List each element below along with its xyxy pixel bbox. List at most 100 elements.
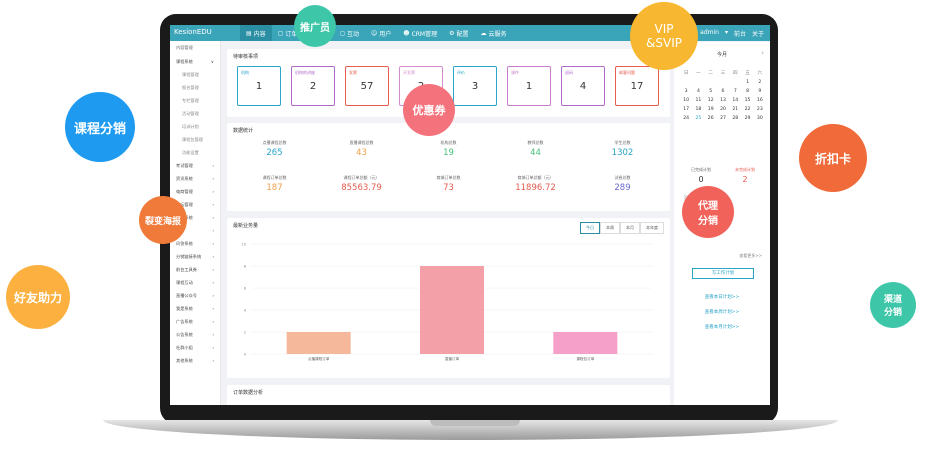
nav-content[interactable]: ▤ 内容 [240,25,272,41]
sidebar-item-forum[interactable]: 论坛管理 › [176,201,214,207]
sidebar-item-exam[interactable]: 考试管理 › [176,162,214,168]
tab-year[interactable]: 本年度 [640,222,664,234]
calendar-day[interactable]: 9 [758,89,762,94]
top-nav: ▤内容 ▢订单 ◇营销 ◻互动 ☺用户 ☻CRM管理 ⚙配置 ☁云服务 [240,25,513,41]
pending-card[interactable]: 退码 4 [561,66,605,106]
sidebar-item-qa-system[interactable]: 问答系统 › [176,240,214,246]
sidebar-item-other[interactable]: 其他系统 › [176,357,214,363]
calendar-day[interactable]: 29 [744,116,751,121]
sidebar-item-live[interactable]: 直播公众号 › [176,292,214,298]
calendar-day[interactable]: 30 [756,116,763,121]
sidebar-item-tools[interactable]: 前台工具券 › [176,266,214,272]
calendar-day[interactable]: 3 [684,89,688,94]
sidebar-item-mall[interactable]: 电商管理 › [176,188,214,194]
calendar-day[interactable]: 5 [709,89,713,94]
sidebar-item-news[interactable]: 资讯系统 › [176,175,214,181]
calendar-day[interactable]: 7 [733,89,737,94]
sidebar-item-interact[interactable]: 课程互动 › [176,279,214,285]
sidebar-item-ads[interactable]: 广告系统 › [176,318,214,324]
brand-logo[interactable]: KesionEDU [174,28,212,36]
nav-cloud[interactable]: ☁ 云服务 [480,29,507,38]
calendar-day[interactable]: 14 [732,98,739,103]
calendar-day[interactable]: 11 [695,98,702,103]
calendar-day[interactable]: 23 [756,107,763,112]
weekday-label: 四 [732,71,738,76]
link-about[interactable]: 关于 [751,31,764,38]
sidebar-sub-package[interactable]: 课程包管理 [182,136,203,142]
y-tick-label: 2 [244,331,246,335]
calendar-day[interactable]: 13 [720,98,726,103]
agent-bubble: 代理 分销 [682,186,734,238]
user-icon: ☺ [371,29,378,37]
calendar-day[interactable]: 16 [756,98,763,103]
calendar-day[interactable]: 19 [707,107,714,112]
bar[interactable] [420,266,484,354]
chevron-right-icon: › [212,188,214,194]
sidebar-item-course-system[interactable]: 课程系统 ∨ [176,58,214,64]
user-menu[interactable]: admin [700,29,719,36]
y-tick-label: 8 [244,265,247,269]
link-front[interactable]: 前台 [733,31,746,38]
link-month-plan[interactable]: 查看本月计划>> [704,325,740,330]
calendar-day[interactable]: 12 [707,98,714,103]
write-plan-button[interactable]: 写工作计划 [692,268,754,279]
sidebar-item-group[interactable]: 社群小组 › [176,344,214,350]
sidebar-sub-enroll[interactable]: 报名管理 [182,84,199,90]
chevron-right-icon: › [212,201,214,207]
sidebar-item-mine[interactable]: 我是系统 › [176,305,214,311]
calendar-day[interactable]: 15 [744,98,751,103]
bar[interactable] [553,332,618,354]
calendar-day[interactable]: 24 [683,116,690,121]
tab-today[interactable]: 今日 [580,222,600,234]
weekday-label: 二 [708,71,713,76]
calendar-day[interactable]: 20 [720,107,726,112]
pending-card[interactable]: 机构的讲座 2 [291,66,335,106]
nav-interaction[interactable]: ◻ 互动 [340,29,360,38]
chevron-right-icon: › [212,214,214,220]
calendar-day[interactable]: 26 [707,116,714,121]
more-link[interactable]: 查看更多>> [739,253,762,258]
sidebar-item-notice[interactable]: 公告系统 › [176,331,214,337]
pending-card[interactable]: 课件 1 [507,66,551,106]
sidebar-sub-course[interactable]: 课程管理 [182,71,199,77]
promoter-bubble: 推广员 [294,5,336,47]
nav-users[interactable]: ☺ 用户 [371,29,392,38]
chevron-right-icon: › [212,227,214,233]
calendar-day[interactable]: 21 [732,107,739,112]
calendar-day[interactable]: 17 [683,107,690,112]
pending-card[interactable]: 评价 3 [453,66,497,106]
chevron-right-icon: › [212,240,214,246]
calendar-day[interactable]: 10 [683,98,690,103]
nav-orders[interactable]: ▢ 订单 [277,29,298,38]
link-week-plan[interactable]: 查看本周计划>> [704,310,740,315]
calendar-day[interactable]: 8 [746,89,750,94]
calendar-day[interactable]: 6 [721,89,725,94]
chevron-right-icon: › [212,162,214,168]
nav-crm[interactable]: ☻ CRM管理 [403,29,438,38]
calendar-day[interactable]: 2 [758,80,762,85]
calendar-day[interactable]: 25 [695,116,702,121]
calendar-day[interactable]: 4 [696,89,700,94]
sidebar-sub-column[interactable]: 专栏管理 [182,97,199,103]
sidebar-sub-training[interactable]: 培训计划 [182,123,199,129]
sidebar-sub-activity[interactable]: 活动管理 [182,110,199,116]
pending-card[interactable]: 发票 57 [345,66,389,106]
pending-card[interactable]: 邮客问题 17 [615,66,659,106]
pending-card[interactable]: 机构 1 [237,66,281,106]
stat-item: 商城订单总额（元） 11896.72 [515,175,556,193]
calendar-day[interactable]: 27 [720,116,726,121]
nav-config[interactable]: ⚙ 配置 [449,29,469,38]
calendar-day[interactable]: 1 [746,80,750,85]
calendar-day[interactable]: 18 [695,107,702,112]
laptop-base [103,420,838,440]
calendar-day[interactable]: 22 [744,107,751,112]
tab-month[interactable]: 本月 [620,222,640,234]
tab-week[interactable]: 本周 [600,222,620,234]
bar[interactable] [286,332,351,354]
sidebar-sub-settings[interactable]: 功能设置 [182,149,199,155]
sidebar-item-dist-link[interactable]: 分销链接系统 › [176,253,214,259]
link-day-plan[interactable]: 查看本日计划>> [704,295,740,300]
sidebar: 内容管理 课程系统 ∨ 课程管理 报名管理 专栏管理 活动管理 培训计划 课程包管… [170,41,221,405]
calendar-day[interactable]: 28 [732,116,739,121]
chevron-right-icon[interactable]: › [761,49,764,57]
